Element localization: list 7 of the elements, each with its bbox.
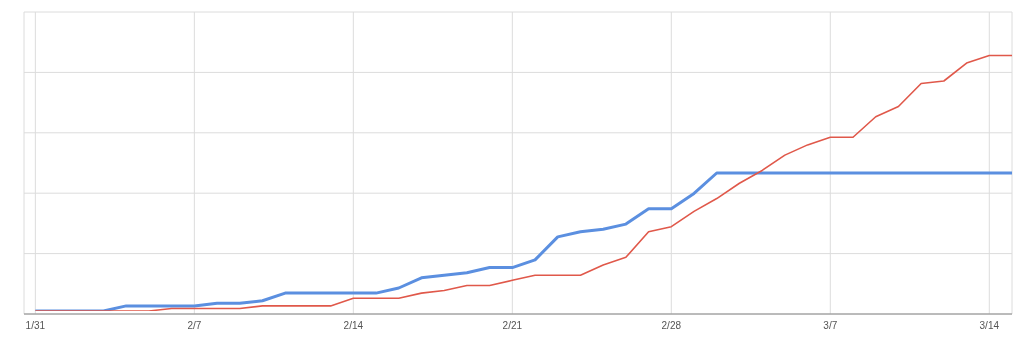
x-tick-label: 2/7 [187, 320, 202, 332]
x-tick-label: 2/21 [502, 320, 523, 332]
x-tick-label: 1/31 [25, 320, 46, 332]
x-tick-label: 3/14 [979, 320, 1000, 332]
x-tick-label: 2/28 [661, 320, 682, 332]
x-tick-label: 2/14 [343, 320, 364, 332]
x-tick-label: 3/7 [823, 320, 838, 332]
